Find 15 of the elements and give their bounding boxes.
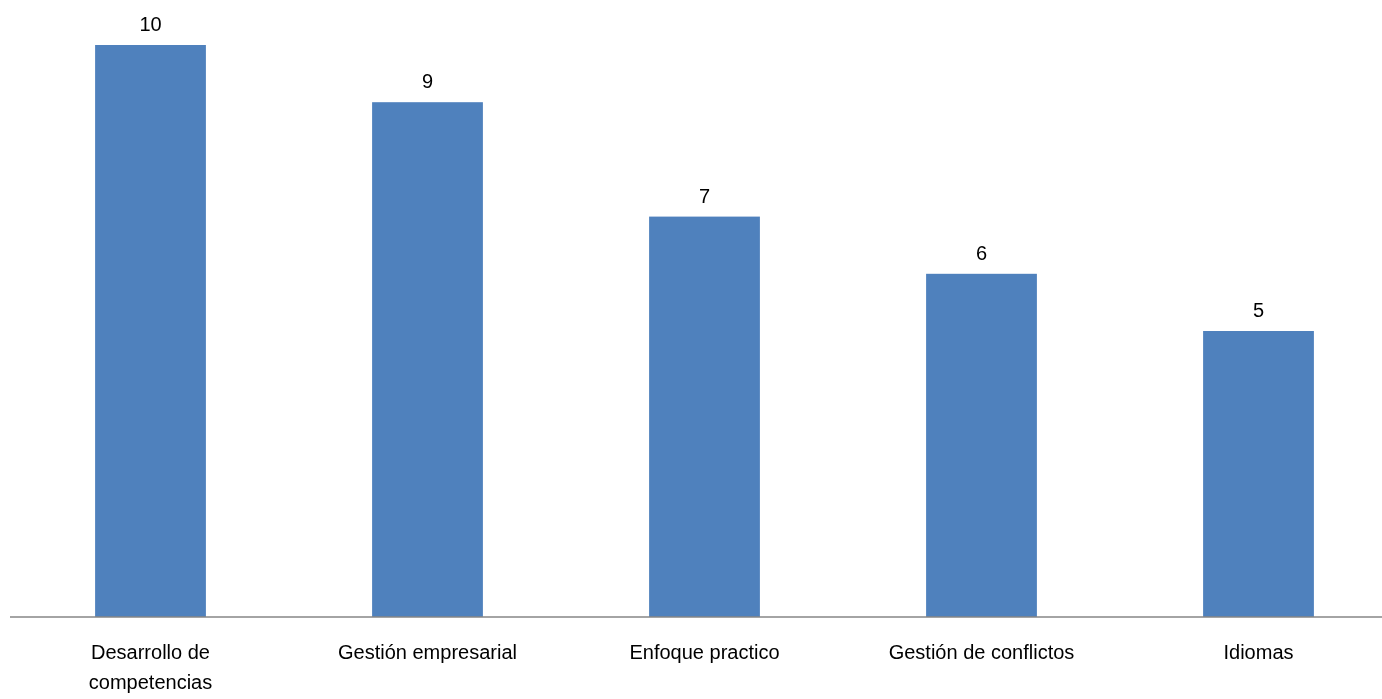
bar: [926, 273, 1037, 617]
x-tick-label: Idiomas: [1223, 641, 1294, 663]
bar: [649, 216, 760, 617]
data-label: 10: [139, 13, 162, 35]
x-tick-label: Gestión de conflictos: [888, 641, 1075, 663]
data-label: 9: [421, 70, 434, 93]
x-tick-label: Gestión empresarial: [338, 641, 517, 663]
data-label: 5: [1252, 299, 1265, 321]
x-tick-label: Enfoque practico: [629, 641, 780, 663]
bar: [372, 102, 483, 617]
data-label: 7: [698, 184, 711, 207]
x-tick-label: Desarrollo de competencias: [88, 641, 213, 693]
data-label: 6: [975, 241, 988, 264]
bar: [1203, 331, 1314, 617]
bar: [95, 45, 206, 617]
